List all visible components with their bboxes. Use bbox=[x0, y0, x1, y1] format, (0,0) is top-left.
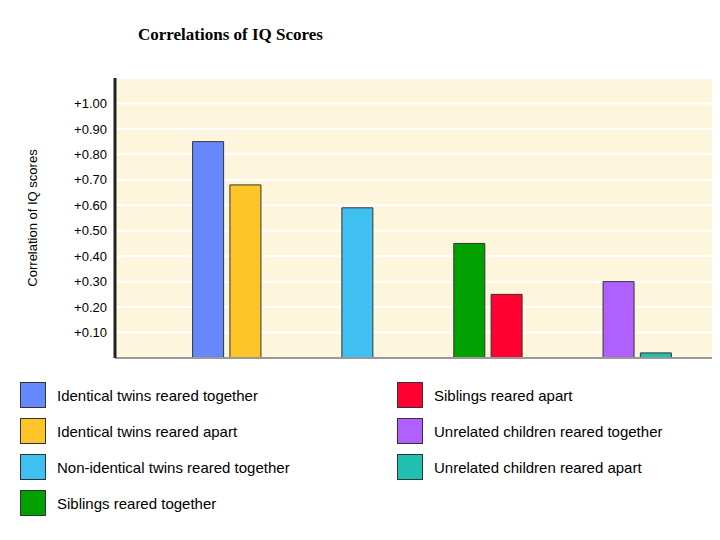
html-text:Siblings reared together: Siblings reared together bbox=[57, 494, 217, 512]
svg-text:+0.60: +0.60 bbox=[74, 198, 107, 213]
html-text:Correlations of IQ Scores: Correlations of IQ Scores bbox=[138, 25, 323, 44]
html-text:Siblings reared apart: Siblings reared apart bbox=[434, 386, 573, 404]
svg-text:+0.20: +0.20 bbox=[74, 300, 107, 315]
svg-text:+0.30: +0.30 bbox=[74, 274, 107, 289]
svg-text:+0.90: +0.90 bbox=[74, 122, 107, 137]
svg-text:+0.80: +0.80 bbox=[74, 147, 107, 162]
svg-text:+1.00: +1.00 bbox=[74, 96, 107, 111]
svg-text:Correlation of IQ scores: Correlation of IQ scores bbox=[25, 149, 40, 287]
svg-text:+0.70: +0.70 bbox=[74, 172, 107, 187]
html-text:Non-identical twins reared tog: Non-identical twins reared together bbox=[57, 458, 290, 476]
svg-text:+0.10: +0.10 bbox=[74, 325, 107, 340]
svg-text:+0.50: +0.50 bbox=[74, 223, 107, 238]
html-text:Unrelated children reared apar: Unrelated children reared apart bbox=[434, 458, 642, 476]
svg-text:+0.40: +0.40 bbox=[74, 249, 107, 264]
html-text:Identical twins reared apart: Identical twins reared apart bbox=[57, 422, 238, 440]
html-text:Unrelated children reared toge: Unrelated children reared together bbox=[434, 422, 663, 440]
html-text:Identical twins reared togethe: Identical twins reared together bbox=[57, 386, 258, 404]
